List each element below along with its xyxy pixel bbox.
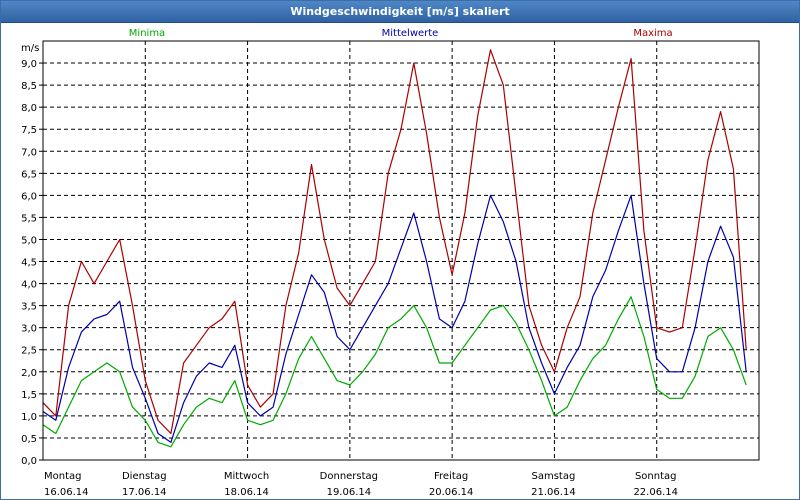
y-tick-label: 5,0 (21, 235, 37, 246)
x-tick-day: Freitag (434, 471, 468, 482)
y-tick-label: 9,0 (21, 59, 37, 70)
x-tick-date: 19.06.14 (327, 487, 372, 498)
y-tick-label: 1,0 (21, 412, 37, 423)
x-tick-day: Samstag (532, 471, 576, 482)
y-tick-label: 5,5 (21, 213, 37, 224)
x-tick-day: Dienstag (122, 471, 167, 482)
y-tick-label: 3,5 (21, 302, 37, 313)
x-tick-day: Montag (44, 471, 81, 482)
y-tick-label: 0,5 (21, 434, 37, 445)
y-axis: 0,0 0,5 1,0 1,5 2,0 2,5 3,0 3,5 4,0 4,5 5,0 5,5 6,0 6… (21, 59, 43, 467)
legend-maxima: Maxima (633, 28, 672, 39)
x-tick-day: Sonntag (635, 471, 677, 482)
x-tick-date: 18.06.14 (224, 487, 269, 498)
chart-canvas: Minima Mittelwerte Maxima m/s 0,0 0,5 1,0 1… (21, 28, 760, 498)
legend: Minima Mittelwerte Maxima (129, 28, 673, 39)
legend-minima: Minima (129, 28, 165, 39)
y-tick-label: 4,5 (21, 258, 37, 269)
y-tick-label: 7,5 (21, 125, 37, 136)
y-axis-label: m/s (21, 43, 39, 54)
y-tick-label: 4,0 (21, 280, 37, 291)
x-tick-date: 22.06.14 (633, 487, 678, 498)
y-tick-label: 7,0 (21, 147, 37, 158)
y-tick-label: 8,0 (21, 103, 37, 114)
series-minima-line (42, 296, 747, 448)
y-tick-label: 2,0 (21, 368, 37, 379)
y-tick-label: 6,0 (21, 191, 37, 202)
y-tick-label: 0,0 (21, 456, 37, 467)
series-layer (42, 49, 747, 448)
x-tick-day: Donnerstag (320, 471, 378, 482)
x-tick-date: 17.06.14 (122, 487, 167, 498)
x-tick-day: Mittwoch (224, 471, 269, 482)
y-tick-label: 8,5 (21, 81, 37, 92)
x-tick-date: 21.06.14 (531, 487, 576, 498)
y-tick-label: 2,5 (21, 346, 37, 357)
x-axis: Montag 16.06.14 Dienstag 17.06.14 Mittwoch 18… (44, 471, 678, 498)
y-tick-label: 6,5 (21, 169, 37, 180)
y-tick-label: 3,0 (21, 324, 37, 335)
series-maxima-line (42, 49, 747, 435)
plot-frame (42, 40, 760, 461)
y-tick-label: 1,5 (21, 390, 37, 401)
x-tick-date: 20.06.14 (429, 487, 474, 498)
series-mittelwerte-line (42, 194, 747, 443)
window-title: Windgeschwindigkeit [m/s] skaliert (1, 1, 799, 23)
legend-mittelwerte: Mittelwerte (382, 28, 439, 39)
x-tick-date: 16.06.14 (44, 487, 89, 498)
